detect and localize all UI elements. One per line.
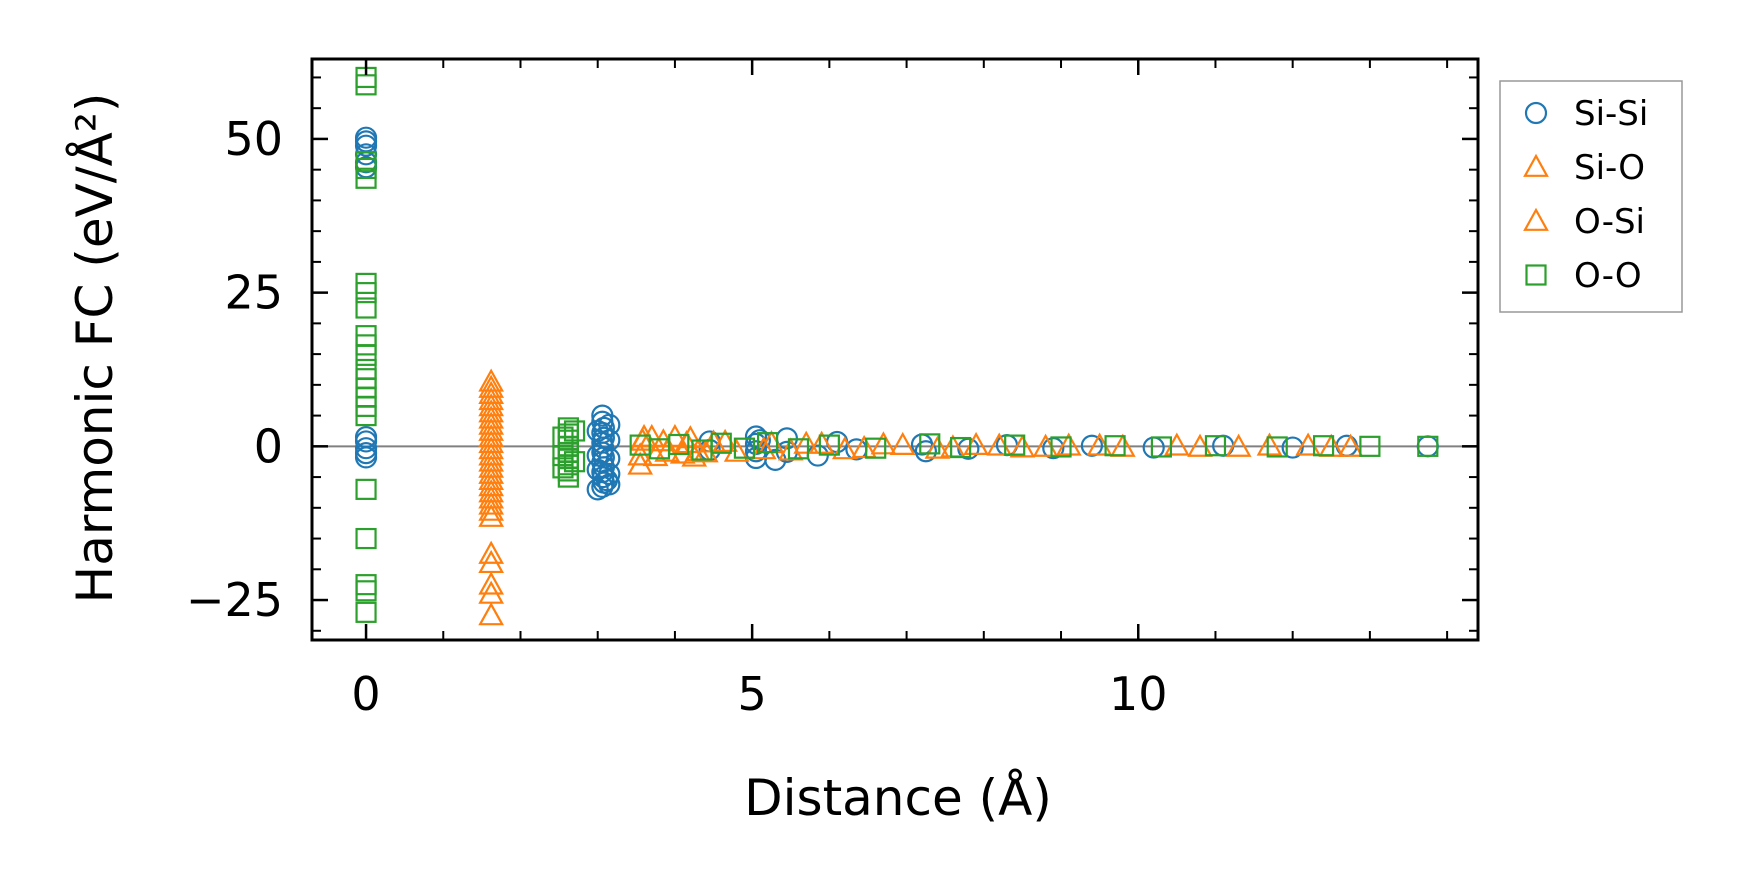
data-point (355, 404, 377, 427)
data-point (865, 437, 887, 459)
data-point (355, 601, 377, 623)
data-point (355, 74, 377, 96)
data-point (1312, 435, 1335, 457)
data-point (478, 503, 505, 527)
data-point (354, 446, 378, 469)
data-point (354, 156, 378, 179)
data-point (595, 469, 619, 492)
x-tick-label: 5 (738, 667, 767, 721)
data-point (808, 430, 835, 454)
data-point (1004, 434, 1026, 456)
series-o-si (629, 427, 1345, 467)
data-point (914, 440, 937, 463)
data-point (1080, 434, 1104, 457)
plot-frame (310, 57, 1480, 642)
legend-entry: Si-Si (1574, 94, 1648, 134)
data-point (563, 451, 586, 473)
legend-marker (1523, 207, 1549, 231)
data-point (1055, 432, 1082, 456)
plot-area (310, 57, 1480, 642)
legend-box (1499, 80, 1683, 313)
data-point (919, 433, 941, 455)
legend-marker (1524, 101, 1548, 125)
data-point (1337, 433, 1364, 457)
data-point (889, 431, 916, 456)
data-point (354, 134, 378, 157)
data-point (586, 444, 609, 467)
data-point (1142, 436, 1165, 459)
legend-entry: Si-O (1574, 148, 1645, 188)
data-point (598, 413, 621, 436)
y-tick-label: 25 (224, 266, 283, 320)
data-point (1050, 436, 1072, 458)
legend-entry: O-Si (1574, 202, 1645, 242)
data-point (355, 580, 377, 602)
data-point (1256, 432, 1283, 456)
data-point (478, 540, 505, 564)
data-point (681, 443, 708, 467)
data-point (1204, 435, 1227, 457)
y-tick-label: 0 (254, 419, 283, 473)
data-point (1359, 435, 1381, 457)
x-tick-label: 10 (1109, 667, 1168, 721)
legend-marker (1525, 264, 1547, 286)
legend: Si-Si Si-O O-Si O-O (1499, 80, 1683, 313)
data-point (1009, 434, 1036, 458)
data-point (668, 433, 690, 456)
series-si-o (478, 368, 1364, 626)
data-point (756, 432, 779, 454)
y-tick-label: −25 (186, 573, 283, 627)
data-point (787, 438, 810, 460)
data-point (629, 427, 656, 451)
data-point (744, 425, 768, 448)
legend-marker (1523, 153, 1549, 177)
data-point (552, 457, 574, 479)
data-point (586, 419, 609, 443)
data-point (733, 437, 756, 459)
data-point (552, 444, 574, 467)
data-point (478, 602, 505, 626)
legend-entry: O-O (1574, 256, 1642, 296)
data-point (748, 429, 771, 452)
data-point (793, 430, 820, 454)
data-point (1104, 435, 1126, 457)
data-point (598, 473, 621, 496)
data-point (1295, 432, 1321, 456)
data-point (355, 297, 377, 319)
x-tick-label: 0 (351, 667, 380, 721)
data-point (478, 497, 505, 521)
data-point (355, 344, 377, 366)
data-point (818, 434, 840, 456)
data-point (851, 434, 877, 459)
data-point (1417, 435, 1439, 457)
data-point (950, 436, 972, 459)
data-markers (354, 66, 1439, 626)
data-point (1225, 433, 1252, 457)
data-point (478, 571, 505, 595)
data-point (354, 430, 378, 453)
data-point (924, 435, 951, 459)
data-point (1150, 436, 1173, 458)
data-point (355, 282, 377, 304)
data-point (355, 574, 377, 596)
data-point (478, 491, 505, 515)
data-point (354, 437, 378, 460)
data-point (870, 431, 897, 455)
data-point (710, 432, 732, 454)
data-point (563, 420, 586, 442)
y-tick-label: 50 (224, 112, 283, 166)
x-axis-label: Distance (Å) (744, 769, 1052, 827)
data-point (355, 478, 377, 500)
data-point (1281, 436, 1304, 459)
tick-labels: 0 5 10 −25 0 25 50 (186, 112, 1168, 721)
y-axis-label: Harmonic FC (eV/Å²) (66, 93, 124, 604)
series-o-o (355, 66, 1439, 623)
data-point (355, 527, 377, 550)
data-point (355, 167, 377, 189)
axis-ticks (312, 59, 1478, 640)
data-point (654, 438, 681, 462)
data-point (598, 447, 621, 470)
data-point (1266, 436, 1288, 458)
